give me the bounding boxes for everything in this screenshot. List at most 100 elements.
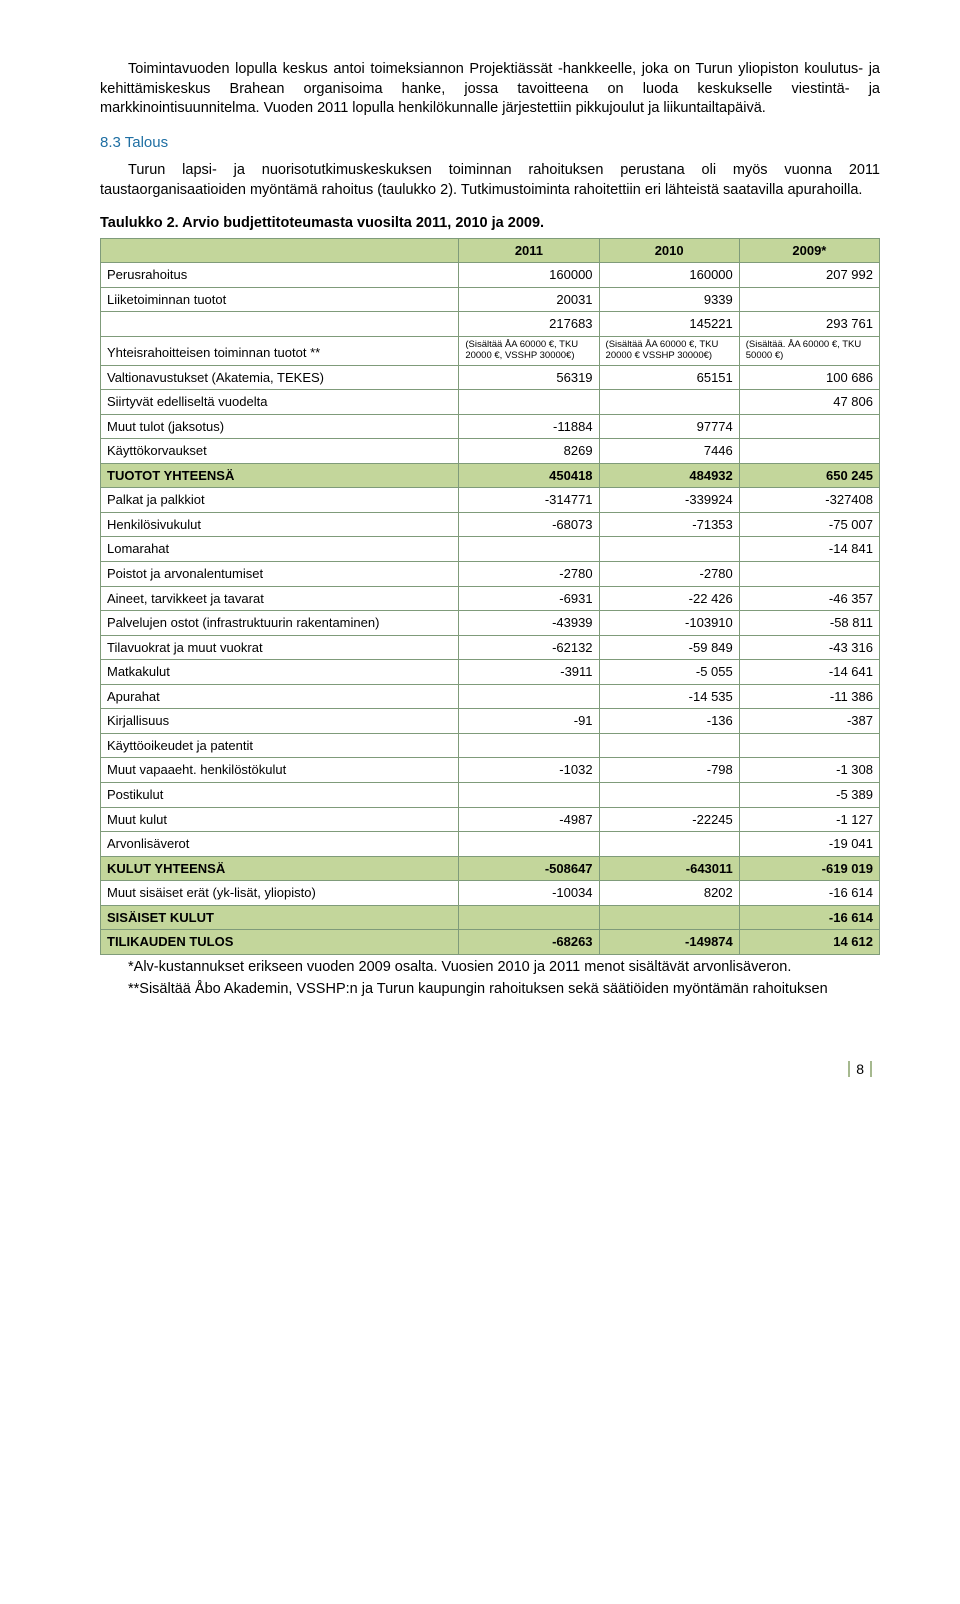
cell-value: -1 308	[739, 758, 879, 783]
table-row: Kirjallisuus-91-136-387	[101, 709, 880, 734]
cell-value: 160000	[599, 263, 739, 288]
cell-value	[459, 684, 599, 709]
cell-value: 8202	[599, 881, 739, 906]
row-label: Palvelujen ostot (infrastruktuurin raken…	[101, 611, 459, 636]
table-row: Valtionavustukset (Akatemia, TEKES)56319…	[101, 365, 880, 390]
col-2009: 2009*	[739, 238, 879, 263]
cell-value	[599, 832, 739, 857]
table-row: 217683145221293 761	[101, 312, 880, 337]
cell-value: -327408	[739, 488, 879, 513]
table-row: Muut sisäiset erät (yk-lisät, yliopisto)…	[101, 881, 880, 906]
row-label: Yhteisrahoitteisen toiminnan tuotot **	[101, 336, 459, 365]
cell-value: -314771	[459, 488, 599, 513]
cell-value: -6931	[459, 586, 599, 611]
section-heading: 8.3 Talous	[100, 133, 880, 153]
row-label: Muut kulut	[101, 807, 459, 832]
row-label: Siirtyvät edelliseltä vuodelta	[101, 390, 459, 415]
row-label: SISÄISET KULUT	[101, 905, 459, 930]
row-label: Palkat ja palkkiot	[101, 488, 459, 513]
table-note-row: Yhteisrahoitteisen toiminnan tuotot ** (…	[101, 336, 880, 365]
row-label: Poistot ja arvonalentumiset	[101, 562, 459, 587]
row-label: Tilavuokrat ja muut vuokrat	[101, 635, 459, 660]
cell-value	[599, 390, 739, 415]
cell-value: -91	[459, 709, 599, 734]
table-row: Muut vapaaeht. henkilöstökulut-1032-798-…	[101, 758, 880, 783]
cell-value	[459, 832, 599, 857]
cell-value: 56319	[459, 365, 599, 390]
cell-value: -2780	[599, 562, 739, 587]
table-row: Tilavuokrat ja muut vuokrat-62132-59 849…	[101, 635, 880, 660]
row-label: Valtionavustukset (Akatemia, TEKES)	[101, 365, 459, 390]
cell-value: -136	[599, 709, 739, 734]
cell-value: 20031	[459, 287, 599, 312]
cell-value	[599, 537, 739, 562]
row-label: Lomarahat	[101, 537, 459, 562]
row-label: TILIKAUDEN TULOS	[101, 930, 459, 955]
cell-value: -68073	[459, 512, 599, 537]
table-row: Postikulut-5 389	[101, 782, 880, 807]
table-row: Liiketoiminnan tuotot200319339	[101, 287, 880, 312]
cell-value	[739, 287, 879, 312]
cell-value: -43939	[459, 611, 599, 636]
cell-value: 293 761	[739, 312, 879, 337]
table-row: Lomarahat -14 841	[101, 537, 880, 562]
cell-value: -11884	[459, 414, 599, 439]
row-label: Perusrahoitus	[101, 263, 459, 288]
footnote-rahoitus: **Sisältää Åbo Akademin, VSSHP:n ja Turu…	[100, 980, 880, 1000]
cell-value	[459, 537, 599, 562]
cell-value: 217683	[459, 312, 599, 337]
table-caption: Taulukko 2. Arvio budjettitoteumasta vuo…	[100, 214, 880, 234]
cell-value: 8269	[459, 439, 599, 464]
budget-table: 2011 2010 2009* Perusrahoitus16000016000…	[100, 238, 880, 955]
table-row: Perusrahoitus160000160000207 992	[101, 263, 880, 288]
finance-paragraph: Turun lapsi- ja nuorisotutkimuskeskuksen…	[100, 161, 880, 200]
row-label: Muut sisäiset erät (yk-lisät, yliopisto)	[101, 881, 459, 906]
cell-value: -43 316	[739, 635, 879, 660]
cell-value: 97774	[599, 414, 739, 439]
row-label	[101, 312, 459, 337]
cell-value: -58 811	[739, 611, 879, 636]
row-label: Kirjallisuus	[101, 709, 459, 734]
cell-value: 207 992	[739, 263, 879, 288]
cell-value: -387	[739, 709, 879, 734]
cell-value: -75 007	[739, 512, 879, 537]
table-row: Matkakulut-3911-5 055-14 641	[101, 660, 880, 685]
cell-value	[459, 782, 599, 807]
col-2011: 2011	[459, 238, 599, 263]
row-label: Arvonlisäverot	[101, 832, 459, 857]
cell-value: -1032	[459, 758, 599, 783]
row-label: TUOTOT YHTEENSÄ	[101, 463, 459, 488]
cell-value: -1 127	[739, 807, 879, 832]
cell-value: -16 614	[739, 881, 879, 906]
table-row: Arvonlisäverot -19 041	[101, 832, 880, 857]
page-number: 8	[100, 1060, 880, 1079]
table-row: Palvelujen ostot (infrastruktuurin raken…	[101, 611, 880, 636]
table-row: Henkilösivukulut-68073-71353-75 007	[101, 512, 880, 537]
cell-value: -19 041	[739, 832, 879, 857]
cell-value: 160000	[459, 263, 599, 288]
cell-value: -22 426	[599, 586, 739, 611]
row-tuotot-yht: TUOTOT YHTEENSÄ 450418 484932 650 245	[101, 463, 880, 488]
table-row: Palkat ja palkkiot-314771-339924-327408	[101, 488, 880, 513]
row-label: KULUT YHTEENSÄ	[101, 856, 459, 881]
table-row: Aineet, tarvikkeet ja tavarat-6931-22 42…	[101, 586, 880, 611]
note-2011: (Sisältää ÅA 60000 €, TKU 20000 €, VSSHP…	[459, 336, 599, 365]
cell-value: -22245	[599, 807, 739, 832]
table-row: Käyttöoikeudet ja patentit	[101, 733, 880, 758]
cell-value: 7446	[599, 439, 739, 464]
cell-value: -4987	[459, 807, 599, 832]
cell-value	[599, 733, 739, 758]
cell-value	[739, 733, 879, 758]
row-label: Aineet, tarvikkeet ja tavarat	[101, 586, 459, 611]
row-label: Postikulut	[101, 782, 459, 807]
cell-value: 47 806	[739, 390, 879, 415]
row-sisaiset-kulut: SISÄISET KULUT -16 614	[101, 905, 880, 930]
cell-value: -3911	[459, 660, 599, 685]
cell-value: -11 386	[739, 684, 879, 709]
row-label: Muut vapaaeht. henkilöstökulut	[101, 758, 459, 783]
cell-value: -14 841	[739, 537, 879, 562]
note-2009: (Sisältää. ÅA 60000 €, TKU 50000 €)	[739, 336, 879, 365]
table-row: Siirtyvät edelliseltä vuodelta 47 806	[101, 390, 880, 415]
cell-value: -103910	[599, 611, 739, 636]
cell-value: -14 641	[739, 660, 879, 685]
